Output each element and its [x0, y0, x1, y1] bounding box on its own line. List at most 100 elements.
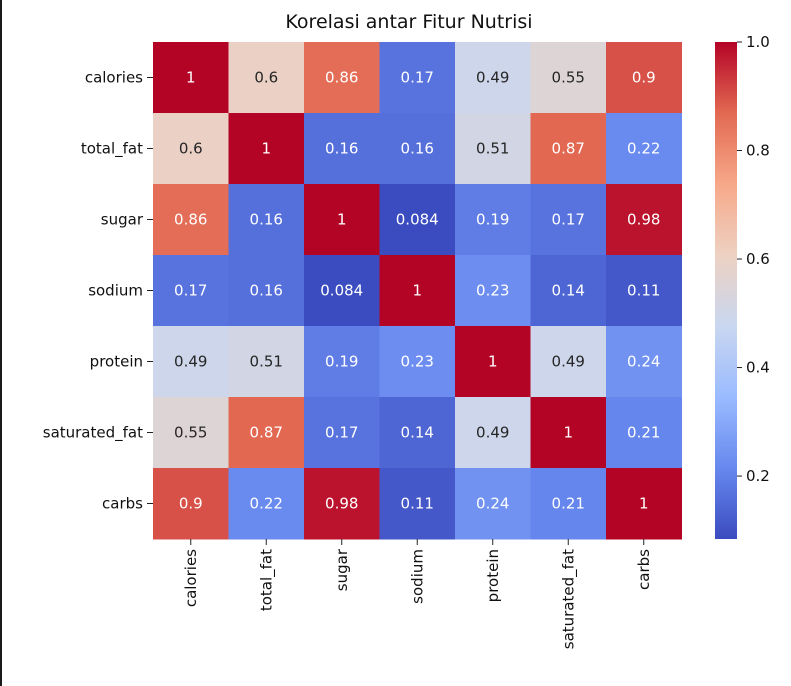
heatmap-cell — [530, 397, 607, 469]
chart-title: Korelasi antar Fitur Nutrisi — [285, 11, 532, 33]
cell-value-label: 0.55 — [174, 424, 207, 442]
x-tick-label: calories — [182, 549, 200, 607]
heatmap-cells: 1 0.6 0.86 0.17 0.49 0.55 0.9 0.6 1 0.16 0.16 0.51 0… — [153, 42, 682, 540]
x-tick-label: protein — [484, 549, 502, 602]
x-axis-tick-labels: calories total_fat sugar sodium protein satur… — [182, 539, 653, 649]
heatmap-cell — [606, 184, 682, 256]
cell-value-label: 0.11 — [401, 495, 434, 513]
x-tick-label: sugar — [333, 548, 351, 591]
cell-value-label: 0.21 — [627, 424, 660, 442]
heatmap-cell — [228, 397, 305, 469]
cell-value-label: 0.084 — [320, 282, 363, 300]
cell-value-label: 1 — [488, 353, 498, 371]
cell-value-label: 1 — [412, 282, 422, 300]
heatmap-cell — [228, 42, 305, 114]
heatmap-cell — [304, 326, 380, 398]
colorbar-tick-label: 0.8 — [746, 142, 770, 160]
x-tick-label: saturated_fat — [559, 549, 578, 649]
cell-value-label: 0.98 — [627, 211, 660, 229]
cell-value-label: 0.86 — [174, 211, 207, 229]
heatmap-cell — [606, 42, 682, 114]
heatmap-cell — [455, 255, 531, 327]
heatmap-cell — [153, 468, 229, 540]
heatmap-cell — [228, 113, 305, 185]
heatmap-cell — [379, 255, 456, 327]
y-tick-label: saturated_fat — [43, 424, 143, 443]
cell-value-label: 0.19 — [476, 211, 509, 229]
cell-value-label: 0.6 — [179, 140, 203, 158]
cell-value-label: 0.49 — [174, 353, 207, 371]
heatmap-cell — [304, 468, 380, 540]
cell-value-label: 0.87 — [552, 140, 585, 158]
heatmap-cell — [455, 468, 531, 540]
heatmap-cell — [530, 42, 607, 114]
cell-value-label: 1 — [261, 140, 271, 158]
heatmap-cell — [455, 326, 531, 398]
cell-value-label: 0.49 — [476, 69, 509, 87]
heatmap-cell — [530, 184, 607, 256]
colorbar: 0.2 0.4 0.6 0.8 1.0 — [715, 33, 770, 539]
cell-value-label: 0.19 — [325, 353, 358, 371]
heatmap-cell — [455, 397, 531, 469]
y-tick-label: total_fat — [81, 140, 143, 159]
heatmap-cell — [153, 42, 229, 114]
heatmap-cell — [228, 255, 305, 327]
cell-value-label: 0.16 — [250, 282, 283, 300]
heatmap-cell — [606, 468, 682, 540]
cell-value-label: 0.14 — [401, 424, 434, 442]
colorbar-gradient — [715, 42, 737, 539]
cell-value-label: 0.22 — [627, 140, 660, 158]
x-tick-label: sodium — [408, 549, 426, 604]
y-tick-label: sugar — [101, 211, 144, 229]
cell-value-label: 0.17 — [174, 282, 207, 300]
cell-value-label: 0.24 — [476, 495, 509, 513]
cell-value-label: 0.17 — [325, 424, 358, 442]
y-tick-label: protein — [90, 353, 143, 371]
heatmap-cell — [379, 42, 456, 114]
cell-value-label: 0.22 — [250, 495, 283, 513]
heatmap-cell — [228, 468, 305, 540]
cell-value-label: 0.23 — [401, 353, 434, 371]
heatmap-cell — [530, 113, 607, 185]
cell-value-label: 0.21 — [552, 495, 585, 513]
cell-value-label: 0.6 — [254, 69, 278, 87]
heatmap-cell — [606, 113, 682, 185]
heatmap-cell — [304, 255, 380, 327]
y-tick-label: sodium — [88, 282, 143, 300]
cell-value-label: 0.49 — [476, 424, 509, 442]
cell-value-label: 0.23 — [476, 282, 509, 300]
heatmap-cell — [304, 184, 380, 256]
cell-value-label: 0.14 — [552, 282, 585, 300]
heatmap-cell — [153, 326, 229, 398]
y-tick-label: carbs — [102, 495, 143, 513]
heatmap-cell — [530, 468, 607, 540]
heatmap-cell — [153, 255, 229, 327]
cell-value-label: 0.51 — [476, 140, 509, 158]
heatmap-cell — [304, 42, 380, 114]
heatmap-cell — [379, 397, 456, 469]
heatmap-cell — [606, 326, 682, 398]
heatmap-cell — [455, 113, 531, 185]
heatmap-cell — [153, 184, 229, 256]
heatmap-cell — [379, 468, 456, 540]
colorbar-tick-label: 0.6 — [746, 250, 770, 268]
cell-value-label: 0.86 — [325, 69, 358, 87]
heatmap-cell — [379, 184, 456, 256]
cell-value-label: 0.17 — [552, 211, 585, 229]
heatmap-cell — [606, 255, 682, 327]
heatmap-cell — [379, 326, 456, 398]
cell-value-label: 0.51 — [250, 353, 283, 371]
cell-value-label: 0.55 — [552, 69, 585, 87]
colorbar-tick-label: 0.4 — [746, 359, 770, 377]
heatmap-cell — [530, 326, 607, 398]
cell-value-label: 0.084 — [396, 211, 439, 229]
heatmap-cell — [228, 184, 305, 256]
heatmap-cell — [304, 113, 380, 185]
heatmap-cell — [379, 113, 456, 185]
heatmap-cell — [153, 397, 229, 469]
cell-value-label: 1 — [186, 69, 196, 87]
heatmap-cell — [153, 113, 229, 185]
cell-value-label: 0.17 — [401, 69, 434, 87]
